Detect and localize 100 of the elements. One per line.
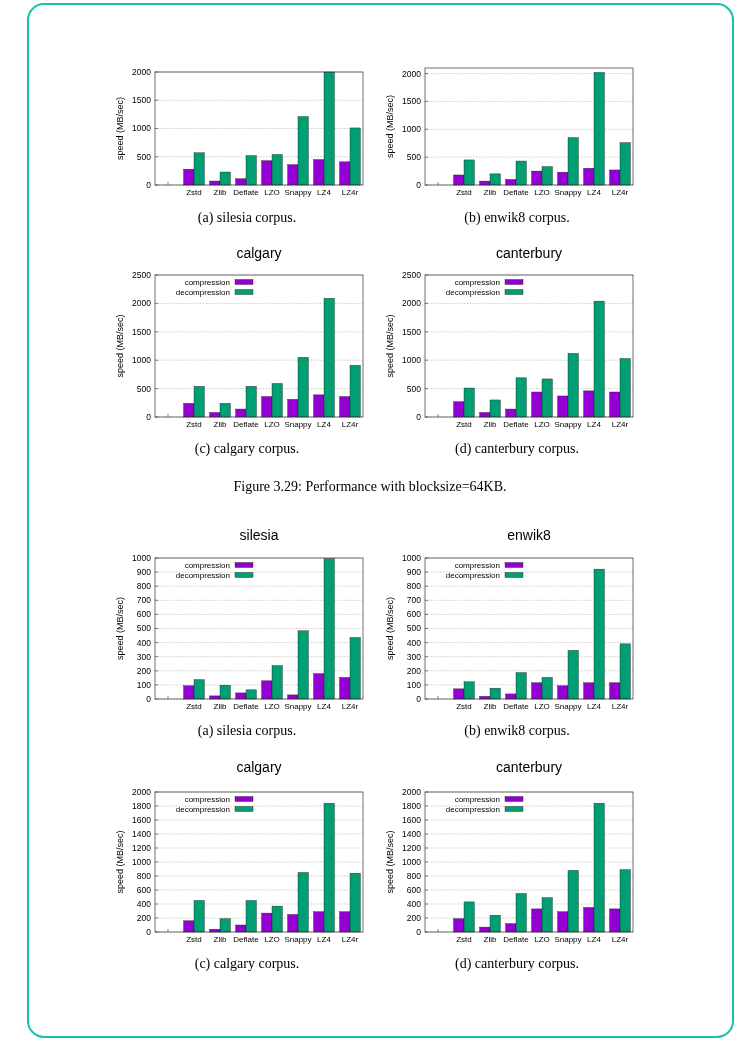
x-tick-label: Deflate xyxy=(503,420,530,429)
y-tick-label: 500 xyxy=(406,383,422,394)
y-tick-label: 1500 xyxy=(132,326,152,337)
x-tick-label: Snappy xyxy=(554,702,582,711)
y-tick-label: 800 xyxy=(136,581,152,592)
x-tick-label: Zstd xyxy=(186,420,202,429)
x-tick-label: Deflate xyxy=(233,702,260,711)
x-tick-label: LZO xyxy=(534,935,550,944)
y-tick-label: 0 xyxy=(416,926,422,937)
y-tick-label: 500 xyxy=(406,623,422,634)
x-tick-label: LZO xyxy=(534,188,550,197)
x-tick-label: Zlib xyxy=(483,420,497,429)
y-tick-label: 0 xyxy=(416,693,422,704)
y-tick-label: 2000 xyxy=(402,298,422,309)
x-tick-label: LZ4 xyxy=(317,188,332,197)
y-tick-label: 0 xyxy=(146,926,152,937)
y-tick-label: 2000 xyxy=(402,786,422,797)
chart-title: calgary xyxy=(236,759,282,775)
x-tick-label: Deflate xyxy=(503,935,530,944)
x-tick-label: LZO xyxy=(264,935,280,944)
text: (d) canterbury corpus. xyxy=(454,956,580,972)
y-tick-label: 100 xyxy=(136,679,152,690)
text: (b) enwik8 corpus. xyxy=(464,723,570,739)
x-tick-label: LZ4 xyxy=(587,702,602,711)
y-tick-label: 1400 xyxy=(132,828,152,839)
text: (a) silesia corpus. xyxy=(197,723,297,739)
x-tick-label: LZO xyxy=(264,420,280,429)
legend-label: decompression xyxy=(175,570,230,580)
y-tick-label: 1500 xyxy=(402,326,422,337)
y-axis-title: speed (MB/sec) xyxy=(385,830,395,894)
y-tick-label: 1000 xyxy=(402,355,422,366)
x-tick-label: Zlib xyxy=(483,935,497,944)
y-tick-label: 300 xyxy=(406,651,422,662)
y-tick-label: 1000 xyxy=(132,123,152,134)
y-tick-label: 1200 xyxy=(132,842,152,853)
y-tick-label: 600 xyxy=(406,609,422,620)
y-tick-label: 800 xyxy=(136,870,152,881)
y-tick-label: 500 xyxy=(406,152,422,163)
x-tick-label: Snappy xyxy=(554,420,582,429)
y-tick-label: 1000 xyxy=(402,856,422,867)
legend-label: compression xyxy=(184,794,230,804)
x-tick-label: Snappy xyxy=(284,420,312,429)
x-tick-label: LZ4 xyxy=(317,420,332,429)
x-tick-label: LZO xyxy=(534,702,550,711)
y-tick-label: 2000 xyxy=(132,786,152,797)
x-tick-label: Snappy xyxy=(554,188,582,197)
y-tick-label: 2500 xyxy=(402,269,422,280)
x-tick-label: LZ4 xyxy=(317,935,332,944)
y-tick-label: 1000 xyxy=(132,355,152,366)
y-tick-label: 1600 xyxy=(132,814,152,825)
y-tick-label: 900 xyxy=(406,567,422,578)
x-tick-label: Zstd xyxy=(186,935,202,944)
x-tick-label: Snappy xyxy=(554,935,582,944)
y-tick-label: 300 xyxy=(136,651,152,662)
y-axis-title: speed (MB/sec) xyxy=(115,314,125,378)
x-tick-label: LZ4r xyxy=(341,188,359,197)
y-tick-label: 2000 xyxy=(132,298,152,309)
caption: Figure 3.29: Performance with blocksize=64KB. xyxy=(233,479,507,494)
y-tick-label: 200 xyxy=(136,912,152,923)
x-tick-label: LZO xyxy=(264,188,280,197)
y-tick-label: 400 xyxy=(136,637,152,648)
y-axis-title: speed (MB/sec) xyxy=(385,94,395,159)
y-tick-label: 600 xyxy=(136,884,152,895)
bar xyxy=(489,687,501,700)
y-tick-label: 1400 xyxy=(402,828,422,839)
y-tick-label: 0 xyxy=(416,411,422,422)
x-tick-label: Snappy xyxy=(284,935,312,944)
x-tick-label: Zstd xyxy=(456,420,472,429)
y-tick-label: 800 xyxy=(406,581,422,592)
x-tick-label: LZ4r xyxy=(611,702,629,711)
y-tick-label: 600 xyxy=(136,609,152,620)
y-tick-label: 1800 xyxy=(402,800,422,811)
y-tick-label: 1500 xyxy=(132,95,152,106)
y-tick-label: 0 xyxy=(146,693,152,704)
text: (c) calgary corpus. xyxy=(194,956,300,972)
y-tick-label: 2000 xyxy=(132,66,152,77)
legend-label: decompression xyxy=(175,287,230,297)
legend-label: decompression xyxy=(445,570,500,580)
y-tick-label: 2500 xyxy=(132,269,152,280)
x-tick-label: LZ4r xyxy=(611,188,629,197)
x-tick-label: LZ4r xyxy=(341,420,359,429)
y-tick-label: 1800 xyxy=(132,800,152,811)
y-tick-label: 2000 xyxy=(402,68,422,79)
text: (a) silesia corpus. xyxy=(197,210,297,226)
y-tick-label: 500 xyxy=(136,623,152,634)
y-tick-label: 1000 xyxy=(402,552,422,563)
x-tick-label: Deflate xyxy=(503,702,530,711)
x-tick-label: Deflate xyxy=(233,188,260,197)
legend-label: compression xyxy=(454,794,500,804)
x-tick-label: Zstd xyxy=(186,188,202,197)
legend-label: compression xyxy=(454,277,500,287)
x-tick-label: LZO xyxy=(264,702,280,711)
y-tick-label: 0 xyxy=(146,179,152,190)
y-tick-label: 200 xyxy=(136,665,152,676)
x-tick-label: LZ4 xyxy=(587,188,602,197)
y-tick-label: 1000 xyxy=(402,124,422,135)
x-tick-label: Zstd xyxy=(456,702,472,711)
y-tick-label: 500 xyxy=(136,151,152,162)
y-tick-label: 900 xyxy=(136,567,152,578)
x-tick-label: Snappy xyxy=(284,188,312,197)
